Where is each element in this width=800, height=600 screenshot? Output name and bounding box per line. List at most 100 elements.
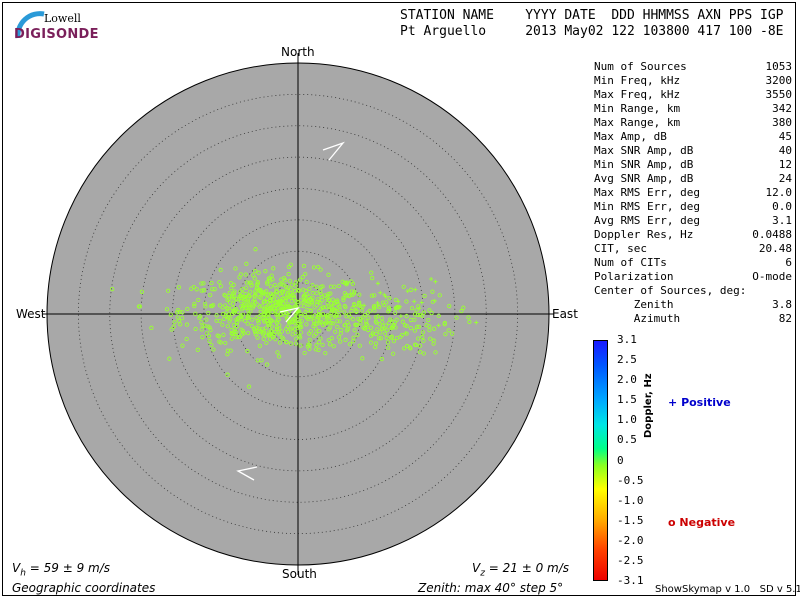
source-point (259, 303, 264, 309)
source-point (385, 340, 391, 345)
header-values: Pt Arguello 2013 May02 122 103800 417 10… (400, 24, 784, 39)
source-point (369, 270, 374, 275)
source-point (206, 333, 212, 339)
source-point (244, 280, 250, 285)
source-point (199, 281, 204, 286)
source-point (255, 281, 260, 286)
source-point (234, 297, 239, 302)
source-point (251, 273, 256, 278)
source-point (373, 344, 378, 350)
source-point (326, 337, 331, 343)
source-point (272, 308, 278, 314)
source-point (264, 325, 269, 330)
source-point (329, 320, 334, 326)
source-point (276, 354, 282, 359)
source-point (278, 304, 284, 309)
source-point (265, 281, 270, 286)
source-point (226, 296, 232, 301)
source-point (329, 305, 334, 311)
source-point (288, 262, 294, 267)
source-point (195, 347, 200, 352)
stat-label: CIT, sec (594, 242, 647, 255)
source-point (242, 302, 247, 308)
source-point (238, 296, 244, 301)
source-point (167, 356, 172, 361)
source-point (220, 311, 226, 317)
source-point (300, 274, 305, 280)
source-point (266, 276, 271, 281)
source-point (230, 295, 235, 300)
source-point (443, 332, 448, 337)
colorbar-title: Doppler, Hz (643, 373, 654, 438)
source-point (352, 328, 357, 333)
source-point (375, 327, 380, 332)
source-point (136, 304, 142, 309)
source-point (175, 315, 180, 320)
source-point (316, 347, 321, 353)
legend-negative: o Negative (668, 516, 735, 529)
source-point (417, 312, 423, 318)
source-point (210, 287, 215, 292)
source-point (262, 299, 267, 304)
source-point (298, 298, 304, 303)
source-point (326, 291, 331, 297)
source-point-positive (383, 294, 388, 299)
source-point (290, 293, 295, 298)
source-point (312, 321, 317, 326)
source-point (344, 282, 349, 287)
source-point (239, 307, 245, 312)
source-point (384, 335, 389, 341)
source-point (221, 332, 226, 337)
colorbar-tick: 3.1 (617, 333, 637, 346)
source-point (208, 292, 213, 298)
source-point (288, 327, 293, 332)
source-point (313, 326, 318, 331)
source-point (333, 329, 338, 334)
stat-label: Center of Sources, deg: (594, 284, 747, 297)
source-point (199, 320, 204, 325)
source-point (282, 278, 288, 283)
source-point (274, 326, 280, 332)
source-point (394, 317, 399, 322)
source-point (247, 294, 252, 299)
source-point (268, 298, 273, 303)
source-point (252, 293, 257, 299)
stat-row: Max Freq, kHz 3550 (594, 88, 792, 102)
stat-row: Max SNR Amp, dB 40 (594, 144, 792, 158)
stat-row: Max Range, km 380 (594, 116, 792, 130)
source-point (294, 336, 299, 341)
source-point (269, 329, 275, 334)
source-point (354, 322, 359, 328)
source-point (192, 303, 197, 309)
source-point (298, 343, 303, 348)
source-point (409, 287, 414, 292)
source-point (262, 290, 267, 295)
source-point (354, 308, 359, 314)
source-point (225, 315, 230, 320)
source-point (304, 279, 309, 285)
source-point (303, 288, 308, 294)
source-point (264, 362, 270, 367)
stat-value: 1053 (765, 60, 793, 73)
source-point (374, 320, 379, 325)
source-point (287, 278, 293, 284)
stat-label: Min Freq, kHz (594, 74, 681, 87)
source-point (399, 332, 405, 338)
source-point (408, 317, 414, 323)
source-point (247, 280, 252, 285)
source-point (240, 328, 246, 334)
source-point (393, 297, 399, 303)
source-point (221, 316, 227, 322)
source-point (277, 340, 283, 345)
source-point (256, 320, 261, 326)
source-point (433, 350, 438, 355)
source-point (400, 319, 405, 324)
source-point (329, 308, 335, 313)
source-point (279, 294, 284, 299)
horizontal-velocity: Vh = 59 ± 9 m/s (12, 561, 111, 579)
source-point (248, 289, 253, 294)
source-point (208, 327, 213, 333)
colorbar-tick: -2.0 (617, 533, 644, 547)
source-point (421, 310, 427, 315)
source-point (402, 346, 407, 351)
